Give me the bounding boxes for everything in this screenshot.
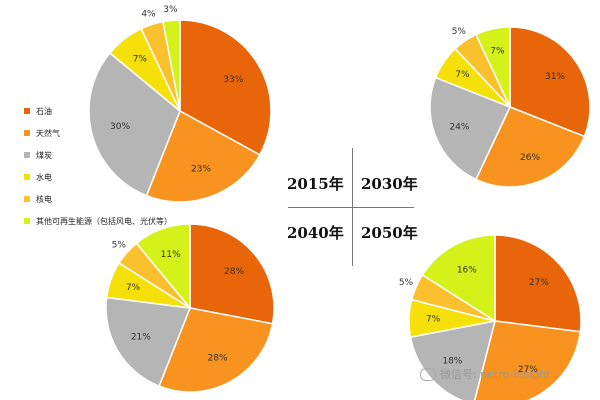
pie-slice-5: [421, 234, 496, 323]
watermark: 微信号: petro-insight: [420, 366, 551, 382]
divider-horizontal: [288, 207, 414, 208]
legend-item-renewables: 其他可再生能源（包括风电、光伏等）: [24, 210, 172, 232]
pie-2040年: 28% 28% 21% 7% 5% 11%: [105, 223, 275, 393]
pie-slice-label: 18%: [442, 357, 462, 367]
year-label-2030: 2030年: [361, 175, 418, 193]
legend-swatch: [24, 196, 30, 202]
wechat-icon: [420, 367, 436, 381]
pie-slice-5: [474, 26, 511, 108]
pie-slice-1: [473, 320, 582, 400]
year-label-2040: 2040年: [287, 224, 344, 242]
pie-slice-label: 21%: [131, 333, 151, 343]
pie-slice-label: 7%: [426, 315, 441, 325]
legend: 石油 天然气 煤炭 水电 核电 其他可再生能源（包括风电、光伏等）: [24, 100, 172, 232]
pie-2050年: 27% 27% 18% 7% 5% 16%: [399, 234, 582, 400]
pie-slice-label: 27%: [518, 365, 538, 375]
pie-slice-0: [189, 223, 275, 325]
pie-slice-label: 28%: [208, 354, 228, 364]
pie-slice-0: [494, 234, 582, 333]
pie-slice-label: 5%: [399, 278, 414, 288]
pie-slice-label: 3%: [163, 5, 178, 15]
pie-slice-label: 7%: [455, 70, 470, 80]
legend-item-coal: 煤炭: [24, 144, 172, 166]
pie-slice-1: [145, 109, 261, 203]
pie-slice-0: [179, 19, 272, 156]
pie-slice-label: 7%: [126, 283, 141, 293]
pie-slice-0: [509, 26, 591, 138]
pie-slice-label: 5%: [112, 241, 127, 251]
pie-slice-label: 24%: [449, 123, 469, 133]
pie-slice-5: [162, 19, 181, 112]
pie-slice-label: 7%: [133, 55, 148, 65]
legend-item-gas: 天然气: [24, 122, 172, 144]
pie-slice-label: 26%: [520, 153, 540, 163]
legend-item-oil: 石油: [24, 100, 172, 122]
pie-slice-label: 5%: [452, 27, 467, 37]
legend-swatch: [24, 218, 30, 224]
pie-slice-label: 27%: [529, 278, 549, 288]
divider-vertical: [352, 148, 353, 266]
pie-slice-label: 28%: [224, 267, 244, 277]
pie-slice-label: 11%: [161, 250, 181, 260]
year-label-2050: 2050年: [361, 224, 418, 242]
watermark-text: 微信号: petro-insight: [440, 368, 551, 381]
pie-slice-2: [105, 296, 192, 388]
legend-label: 核电: [36, 194, 52, 204]
legend-item-nuclear: 核电: [24, 188, 172, 210]
pie-slice-2: [88, 51, 181, 197]
pie-2015年: 33% 23% 30% 7% 4% 3%: [88, 5, 272, 203]
pie-slice-label: 7%: [490, 46, 505, 56]
pie-slice-label: 31%: [545, 72, 565, 82]
pie-2030年: 31% 26% 24% 7% 5% 7%: [429, 26, 591, 188]
legend-swatch: [24, 108, 30, 114]
legend-swatch: [24, 174, 30, 180]
pie-slice-1: [158, 307, 274, 393]
legend-label: 水电: [36, 172, 52, 182]
pie-slice-label: 4%: [141, 9, 156, 19]
year-label-2015: 2015年: [287, 175, 344, 193]
legend-label: 其他可再生能源（包括风电、光伏等）: [36, 216, 172, 226]
pie-slice-label: 23%: [191, 165, 211, 175]
legend-label: 石油: [36, 106, 52, 116]
pie-slice-2: [429, 76, 512, 181]
legend-item-hydro: 水电: [24, 166, 172, 188]
legend-label: 煤炭: [36, 150, 52, 160]
pie-slice-label: 30%: [110, 122, 130, 132]
pie-slice-label: 16%: [457, 265, 477, 275]
pie-slice-1: [474, 106, 586, 188]
legend-swatch: [24, 130, 30, 136]
legend-label: 天然气: [36, 128, 60, 138]
pie-slice-label: 33%: [223, 75, 243, 85]
pie-slice-5: [135, 223, 191, 311]
legend-swatch: [24, 152, 30, 158]
